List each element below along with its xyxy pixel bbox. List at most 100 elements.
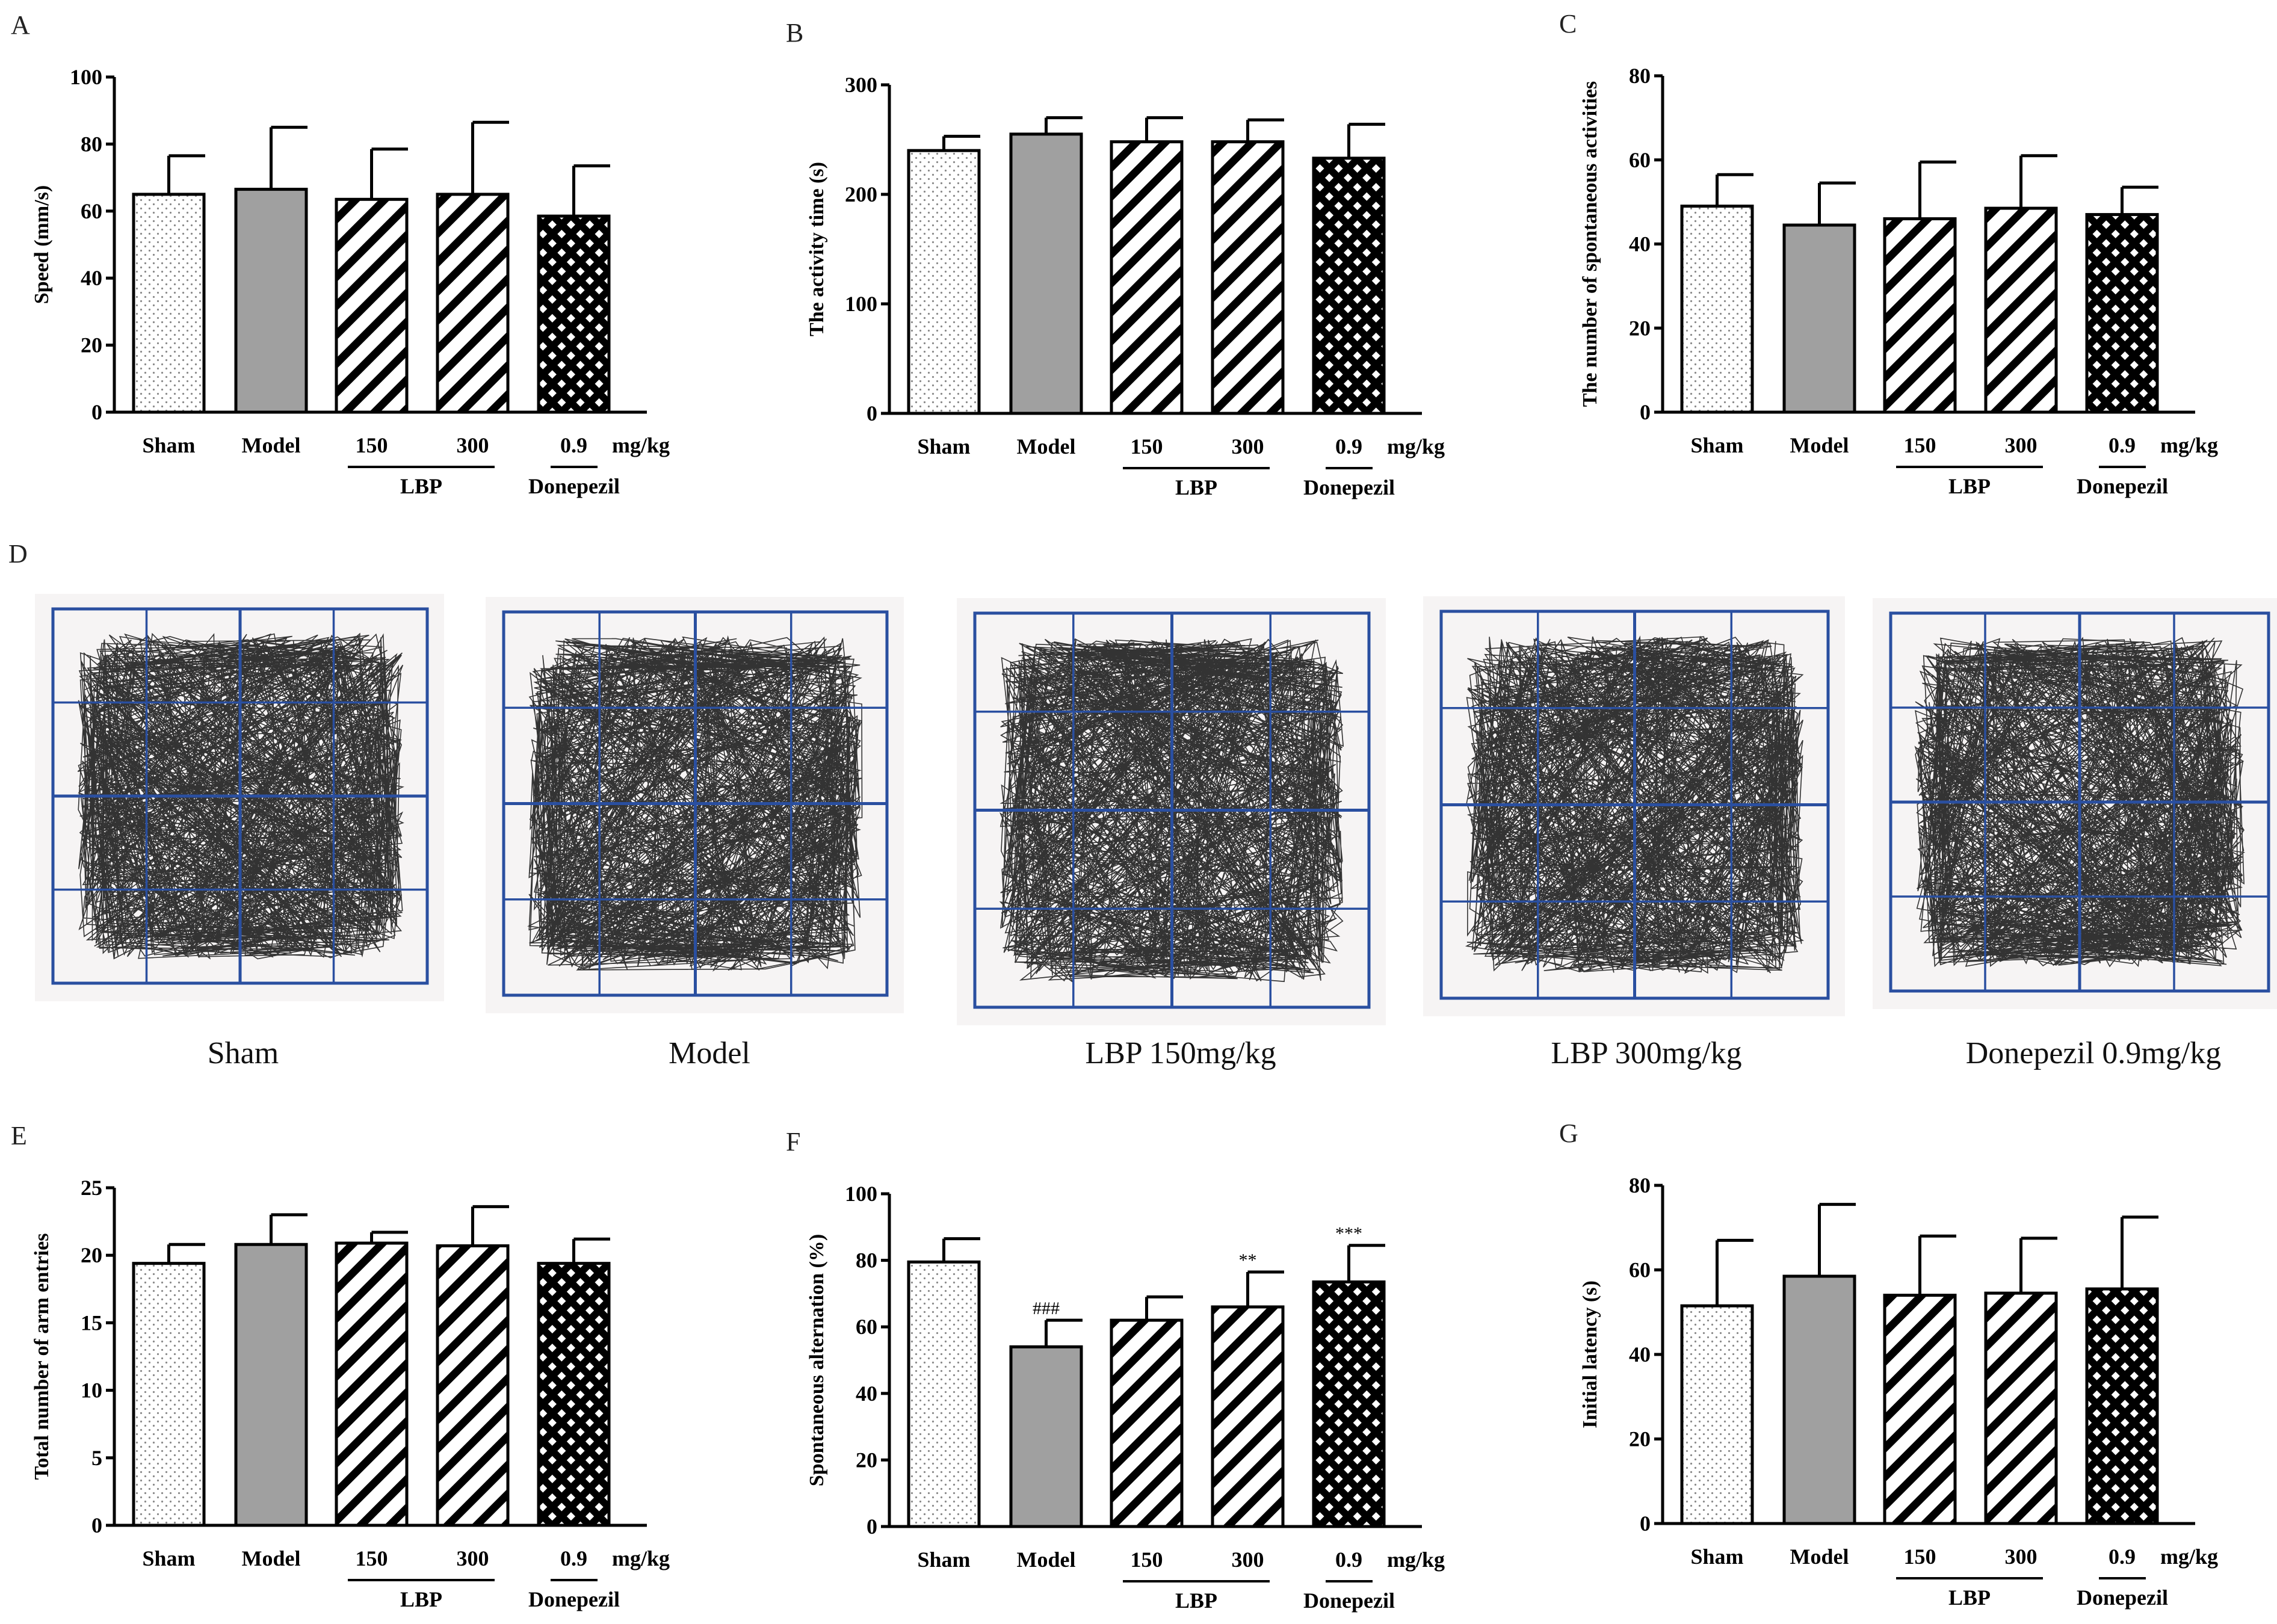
y-tick-label: 100 [70,65,102,89]
bar-sham [1680,205,1754,414]
y-tick-label: 100 [845,1182,877,1206]
category-label: 0.9 [560,433,587,457]
y-tick-label: 5 [91,1446,102,1470]
y-tick-label: 40 [1629,232,1651,256]
category-label: Model [1790,1545,1849,1569]
arena-grid [502,610,889,997]
category-label: 300 [1232,1548,1264,1572]
bar-0-9 [2085,1287,2159,1525]
panel-letter: C [1559,9,1577,39]
bar-sham [1680,1304,1754,1525]
chart-B: B 0 100 200 300 The activity time (s) Sham Mode… [786,18,1445,499]
group-label-lbp: LBP [400,1587,442,1611]
y-tick-label: 20 [856,1448,877,1472]
bar-sham [132,1262,206,1527]
y-tick-label: 0 [91,400,102,424]
group-label-lbp: LBP [1948,1585,1991,1610]
y-tick-label: 15 [81,1311,102,1335]
y-tick-label: 100 [845,292,877,316]
y-tick-label: 0 [867,1514,877,1539]
bar-model [1782,1274,1856,1525]
arena-grid [1889,611,2270,993]
chart-A: A 0 20 40 60 80 100 Speed (mm/s) Sham Model 150 300… [11,10,670,498]
y-axis-title: Speed (mm/s) [31,185,53,304]
category-label: Model [242,433,301,457]
y-tick-label: 80 [1629,1173,1651,1197]
category-label: 150 [356,1546,388,1570]
y-tick-label: 0 [867,401,877,425]
category-label: Sham [917,1548,970,1572]
category-label: Sham [142,1546,195,1570]
arena-4: LBP 300mg/kg [1423,596,1845,1070]
panel-letter: G [1559,1119,1578,1148]
bar-300 [1984,206,2058,414]
category-label: 150 [1904,433,1936,457]
y-tick-label: 80 [1629,64,1651,88]
bar-0-9 [537,1262,611,1527]
bar-300 [436,1244,510,1527]
group-label-lbp: LBP [400,474,442,498]
group-label-donepezil: Donepezil [528,1587,620,1611]
y-tick-label: 80 [81,132,102,156]
significance-marker: ### [1033,1298,1060,1318]
y-tick-label: 25 [81,1176,102,1200]
arena-2: Model [486,597,904,1070]
panel-letter: F [786,1127,800,1156]
y-tick-label: 20 [81,333,102,357]
y-tick-label: 300 [845,73,877,97]
category-label: 0.9 [1335,434,1362,458]
y-tick-label: 0 [1640,400,1651,424]
category-label: 0.9 [560,1546,587,1570]
bar-150 [335,197,409,414]
category-label: 300 [457,433,489,457]
category-label: 300 [2005,433,2038,457]
bar-sham [132,193,206,414]
category-label: Model [1017,434,1076,458]
group-label-donepezil: Donepezil [2077,474,2168,498]
arena-3: LBP 150mg/kg [957,598,1386,1070]
category-label: Model [1790,433,1849,457]
arena-caption: Model [669,1036,750,1070]
category-label: 0.9 [2109,433,2136,457]
unit-label: mg/kg [612,1546,670,1570]
bar-model [1009,1345,1083,1528]
bar-150 [1883,217,1957,414]
bar-300 [1984,1291,2058,1525]
y-tick-label: 0 [1640,1511,1651,1536]
category-label: 0.9 [2109,1545,2136,1569]
y-tick-label: 40 [81,266,102,290]
bar-0-9 [537,214,611,414]
category-label: 150 [1131,434,1163,458]
group-label-donepezil: Donepezil [2077,1585,2168,1610]
category-label: 300 [2005,1545,2038,1569]
y-tick-label: 40 [856,1382,877,1406]
y-tick-label: 60 [81,199,102,223]
arena-grid [51,607,429,985]
unit-label: mg/kg [1387,434,1445,458]
panel-letter: B [786,18,803,48]
group-label-lbp: LBP [1175,1588,1217,1613]
arena-caption: LBP 150mg/kg [1085,1036,1276,1070]
group-label-donepezil: Donepezil [1303,475,1395,499]
category-label: Model [1017,1548,1076,1572]
bar-model [1782,223,1856,414]
arena-1: Sham [35,594,444,1070]
category-label: 0.9 [1335,1548,1362,1572]
group-label-lbp: LBP [1948,474,1991,498]
category-label: Sham [142,433,195,457]
chart-F: F 0 20 40 60 80 100 Spontaneous alternation (%)… [786,1127,1445,1613]
y-axis-title: Total number of arm entries [31,1233,53,1480]
group-label-donepezil: Donepezil [528,474,620,498]
unit-label: mg/kg [2160,1545,2218,1569]
y-tick-label: 10 [81,1379,102,1403]
y-tick-label: 20 [81,1243,102,1267]
y-tick-label: 60 [1629,1258,1651,1282]
y-tick-label: 80 [856,1249,877,1273]
bar-0-9 [2085,213,2159,414]
chart-G: G 0 20 40 60 80 Initial latency (s) Sham Model 15… [1559,1119,2218,1610]
group-label-donepezil: Donepezil [1303,1588,1395,1613]
y-tick-label: 60 [1629,148,1651,172]
arena-row: D Sham Model LBP 150mg/kg LBP 300mg/kg Donep… [8,539,2277,1070]
category-label: Sham [917,434,970,458]
